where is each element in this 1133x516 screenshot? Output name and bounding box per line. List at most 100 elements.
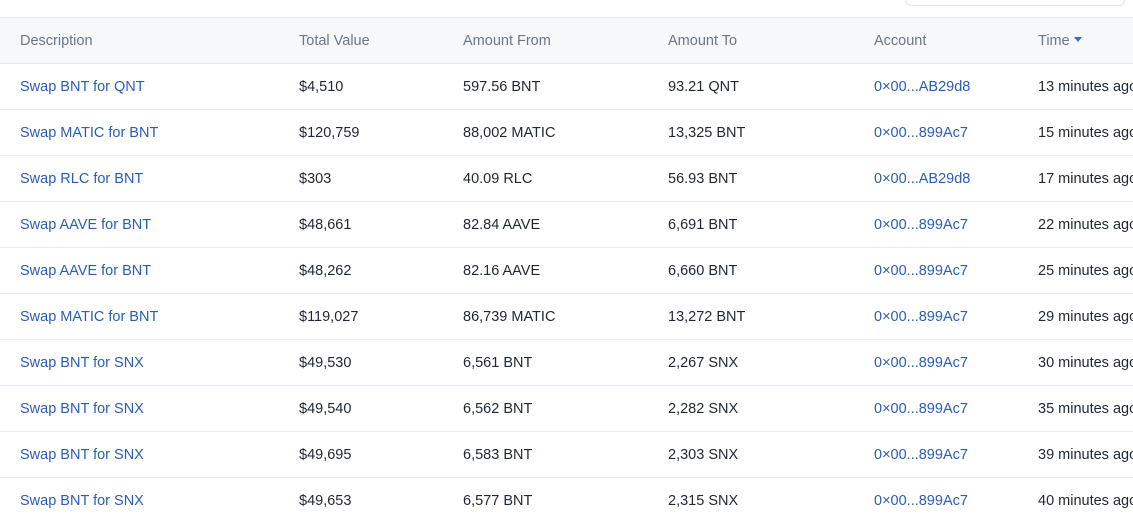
amount-to-column-cell: 13,325 BNT (668, 109, 874, 156)
amount-to-column-cell: 2,315 SNX (668, 477, 874, 516)
description-link[interactable]: Swap BNT for SNX (20, 446, 144, 463)
time-cell: 25 minutes ago (1038, 262, 1133, 279)
account-column-cell: 0×00...AB29d8 (874, 155, 1038, 202)
column-header-amount-to[interactable]: Amount To (668, 32, 738, 49)
description-column-cell: Swap RLC for BNT (0, 155, 299, 202)
account-link[interactable]: 0×00...899Ac7 (874, 446, 968, 463)
account-link[interactable]: 0×00...899Ac7 (874, 492, 968, 509)
time-cell: 39 minutes ago (1038, 446, 1133, 463)
column-header-time-label: Time (1038, 32, 1070, 49)
description-column-cell: Swap BNT for SNX (0, 477, 299, 516)
table-row[interactable]: Swap RLC for BNT $303 40.09 RLC 56.93 BNT 0×… (0, 155, 1133, 202)
time-cell: 29 minutes ago (1038, 308, 1133, 325)
amount-from-cell: 597.56 BNT (463, 78, 541, 95)
amount-to-cell: 13,272 BNT (668, 308, 746, 325)
total-value-column-cell: $119,027 (299, 293, 463, 340)
amount-from-column-cell: 6,583 BNT (463, 431, 668, 478)
caret-down-icon[interactable] (1073, 37, 1082, 43)
time-column-cell: 39 minutes ago (1038, 431, 1133, 478)
amount-to-cell: 93.21 QNT (668, 78, 739, 95)
description-link[interactable]: Swap BNT for SNX (20, 354, 144, 371)
time-cell: 15 minutes ago (1038, 124, 1133, 141)
time-column-cell: 35 minutes ago (1038, 385, 1133, 432)
description-link[interactable]: Swap RLC for BNT (20, 170, 144, 187)
time-cell: 17 minutes ago (1038, 170, 1133, 187)
amount-to-cell: 56.93 BNT (668, 170, 738, 187)
description-column-cell: Swap BNT for SNX (0, 431, 299, 478)
amount-to-cell: 2,282 SNX (668, 400, 739, 417)
total-value-column-cell: $49,530 (299, 339, 463, 386)
description-link[interactable]: Swap BNT for SNX (20, 400, 144, 417)
amount-from-cell: 82.84 AAVE (463, 216, 541, 233)
time-cell: 30 minutes ago (1038, 354, 1133, 371)
amount-to-column-cell: 56.93 BNT (668, 155, 874, 202)
amount-to-column-cell: 2,282 SNX (668, 385, 874, 432)
amount-from-cell: 40.09 RLC (463, 170, 533, 187)
amount-to-column-cell: 6,660 BNT (668, 247, 874, 294)
total-value-column-cell: $49,695 (299, 431, 463, 478)
time-cell: 13 minutes ago (1038, 78, 1133, 95)
table-row[interactable]: Swap BNT for SNX $49,530 6,561 BNT 2,267 SN… (0, 339, 1133, 386)
time-cell: 35 minutes ago (1038, 400, 1133, 417)
column-header-time[interactable]: Time (1038, 18, 1133, 64)
description-link[interactable]: Swap MATIC for BNT (20, 308, 159, 325)
column-header-account[interactable]: Account (874, 32, 927, 49)
total-value-column-cell: $120,759 (299, 109, 463, 156)
total-value-cell: $49,530 (299, 354, 352, 371)
table-row[interactable]: Swap BNT for SNX $49,653 6,577 BNT 2,315 SN… (0, 477, 1133, 516)
total-value-cell: $49,653 (299, 492, 352, 509)
description-link[interactable]: Swap BNT for QNT (20, 78, 145, 95)
description-column-cell: Swap AAVE for BNT (0, 247, 299, 294)
account-link[interactable]: 0×00...899Ac7 (874, 216, 968, 233)
account-link[interactable]: 0×00...AB29d8 (874, 78, 971, 95)
amount-to-column-cell: 93.21 QNT (668, 63, 874, 110)
amount-to-cell: 6,660 BNT (668, 262, 738, 279)
total-value-cell: $303 (299, 170, 332, 187)
account-column-cell: 0×00...899Ac7 (874, 201, 1038, 248)
column-header-description[interactable]: Description (20, 32, 93, 49)
search-input-edge[interactable] (905, 0, 1125, 6)
column-header-amount-from[interactable]: Amount From (463, 32, 551, 49)
amount-to-column-cell: 2,267 SNX (668, 339, 874, 386)
description-column-cell: Swap BNT for SNX (0, 385, 299, 432)
amount-from-column-cell: 82.16 AAVE (463, 247, 668, 294)
amount-from-column-cell: 40.09 RLC (463, 155, 668, 202)
account-link[interactable]: 0×00...899Ac7 (874, 124, 968, 141)
table-row[interactable]: Swap AAVE for BNT $48,262 82.16 AAVE 6,660 … (0, 247, 1133, 294)
table-row[interactable]: Swap MATIC for BNT $120,759 88,002 MATIC 13… (0, 109, 1133, 156)
description-column-cell: Swap MATIC for BNT (0, 293, 299, 340)
total-value-column-cell: $4,510 (299, 63, 463, 110)
column-header-total-value[interactable]: Total Value (299, 32, 370, 49)
total-value-cell: $49,695 (299, 446, 352, 463)
account-column-cell: 0×00...899Ac7 (874, 431, 1038, 478)
amount-from-column-cell: 82.84 AAVE (463, 201, 668, 248)
amount-from-cell: 86,739 MATIC (463, 308, 556, 325)
amount-from-column-cell: 88,002 MATIC (463, 109, 668, 156)
account-link[interactable]: 0×00...899Ac7 (874, 308, 968, 325)
description-link[interactable]: Swap BNT for SNX (20, 492, 144, 509)
total-value-column-cell: $49,653 (299, 477, 463, 516)
total-value-column-cell: $303 (299, 155, 463, 202)
table-row[interactable]: Swap AAVE for BNT $48,661 82.84 AAVE 6,691 … (0, 201, 1133, 248)
account-link[interactable]: 0×00...899Ac7 (874, 400, 968, 417)
amount-from-column-cell: 6,561 BNT (463, 339, 668, 386)
description-link[interactable]: Swap MATIC for BNT (20, 124, 159, 141)
table-row[interactable]: Swap BNT for SNX $49,695 6,583 BNT 2,303 SN… (0, 431, 1133, 478)
amount-from-cell: 6,561 BNT (463, 354, 533, 371)
table-row[interactable]: Swap BNT for QNT $4,510 597.56 BNT 93.21 QN… (0, 63, 1133, 110)
amount-from-cell: 88,002 MATIC (463, 124, 556, 141)
top-strip (0, 0, 1133, 17)
time-column-cell: 22 minutes ago (1038, 201, 1133, 248)
description-link[interactable]: Swap AAVE for BNT (20, 216, 152, 233)
account-link[interactable]: 0×00...899Ac7 (874, 354, 968, 371)
account-link[interactable]: 0×00...899Ac7 (874, 262, 968, 279)
amount-from-column-cell: 6,562 BNT (463, 385, 668, 432)
table-row[interactable]: Swap BNT for SNX $49,540 6,562 BNT 2,282 SN… (0, 385, 1133, 432)
account-column-cell: 0×00...899Ac7 (874, 109, 1038, 156)
amount-to-cell: 13,325 BNT (668, 124, 746, 141)
table-row[interactable]: Swap MATIC for BNT $119,027 86,739 MATIC 13… (0, 293, 1133, 340)
description-link[interactable]: Swap AAVE for BNT (20, 262, 152, 279)
amount-from-cell: 6,577 BNT (463, 492, 533, 509)
account-link[interactable]: 0×00...AB29d8 (874, 170, 971, 187)
